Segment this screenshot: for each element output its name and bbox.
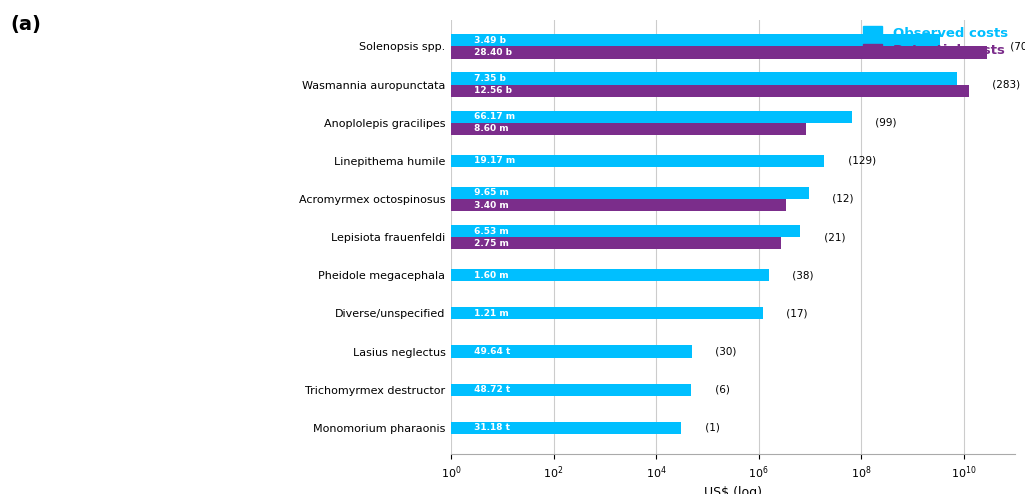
Bar [451, 383, 691, 396]
Text: 28.40 b: 28.40 b [472, 48, 512, 57]
Text: 31.18 t: 31.18 t [472, 423, 510, 432]
Text: 12.56 b: 12.56 b [472, 86, 512, 95]
Text: 1.60 m: 1.60 m [472, 271, 509, 280]
Text: 1.21 m: 1.21 m [472, 309, 509, 318]
Text: (129): (129) [845, 156, 875, 166]
Bar [451, 307, 763, 320]
Text: 49.64 t: 49.64 t [472, 347, 510, 356]
Text: 48.72 t: 48.72 t [472, 385, 510, 394]
Text: (21): (21) [821, 232, 846, 242]
Bar [451, 123, 807, 135]
Text: 6.53 m: 6.53 m [472, 227, 509, 236]
Text: (17): (17) [783, 308, 808, 319]
Text: 66.17 m: 66.17 m [472, 112, 516, 121]
Text: (283): (283) [989, 80, 1020, 89]
Bar [451, 269, 769, 282]
Text: (99): (99) [872, 118, 897, 128]
Text: (a): (a) [10, 15, 41, 34]
Text: (6): (6) [711, 385, 730, 395]
Text: 9.65 m: 9.65 m [472, 188, 509, 198]
Bar [451, 155, 824, 167]
Bar [451, 111, 852, 123]
Text: 19.17 m: 19.17 m [472, 157, 516, 165]
Bar [451, 199, 786, 211]
Bar [451, 237, 781, 249]
Text: (30): (30) [712, 346, 736, 357]
Bar [451, 225, 801, 237]
Bar [451, 187, 809, 199]
Text: 3.49 b: 3.49 b [472, 36, 506, 45]
Text: 3.40 m: 3.40 m [472, 201, 509, 209]
Text: (1): (1) [702, 423, 720, 433]
Bar [451, 84, 969, 97]
Text: 2.75 m: 2.75 m [472, 239, 509, 247]
Text: 7.35 b: 7.35 b [472, 74, 506, 83]
Bar [451, 345, 692, 358]
Text: (12): (12) [829, 194, 854, 204]
Text: 8.60 m: 8.60 m [472, 124, 509, 133]
Text: (38): (38) [789, 270, 814, 280]
Bar [451, 73, 956, 84]
Text: (705): (705) [1008, 41, 1025, 51]
Bar [451, 34, 940, 46]
Bar [451, 422, 682, 434]
Bar [451, 46, 987, 59]
X-axis label: US$ (log): US$ (log) [704, 487, 762, 494]
Legend: Observed costs, Potential costs: Observed costs, Potential costs [863, 26, 1009, 57]
